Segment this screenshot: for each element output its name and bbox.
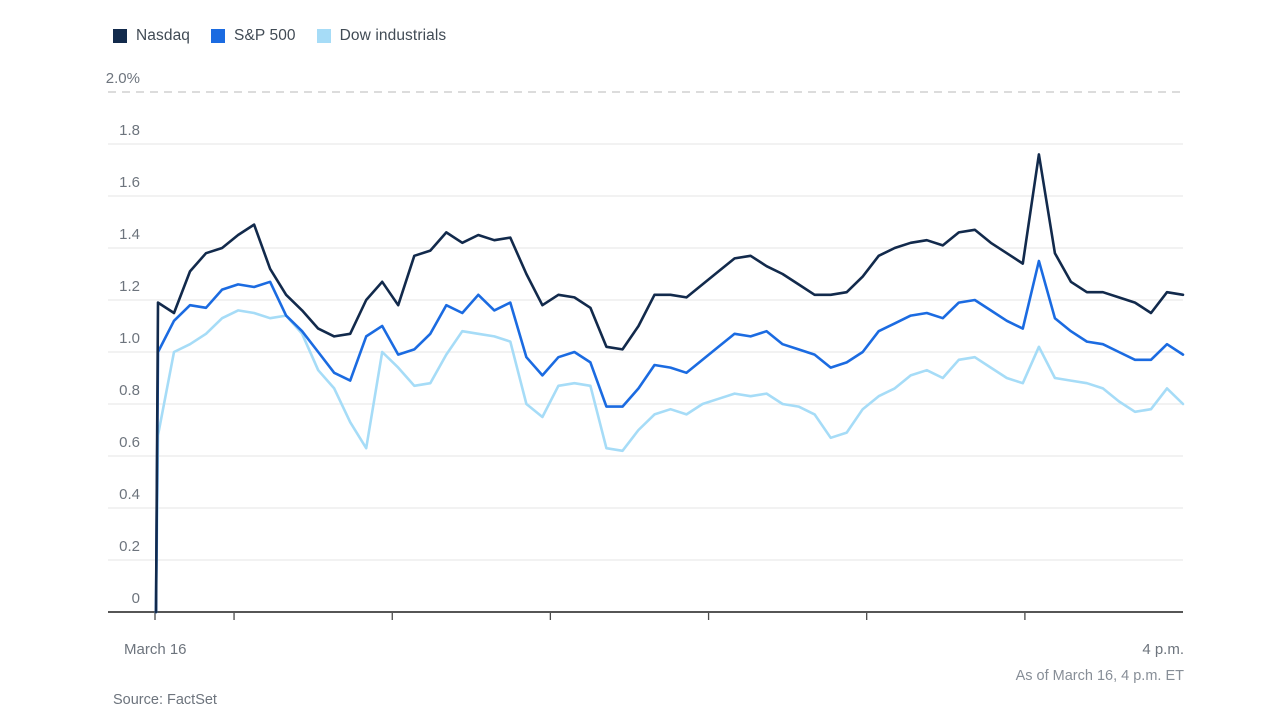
as-of-note: As of March 16, 4 p.m. ET bbox=[1015, 668, 1184, 684]
legend-item-dow: Dow industrials bbox=[316, 27, 447, 45]
y-axis-label: 0.4 bbox=[119, 486, 140, 503]
y-axis-label: 1.4 bbox=[119, 226, 140, 243]
sp500-line bbox=[154, 259, 1185, 614]
dow-legend-swatch-icon bbox=[316, 29, 331, 43]
source-note: Source: FactSet bbox=[113, 692, 217, 708]
y-axis-label: 0.6 bbox=[119, 434, 140, 451]
y-axis-label: 1.8 bbox=[119, 122, 140, 139]
legend-item-nasdaq: Nasdaq bbox=[113, 27, 190, 45]
nasdaq-legend-label: Nasdaq bbox=[136, 27, 191, 44]
y-axis-label: 1.2 bbox=[119, 278, 140, 295]
sp500-legend-swatch-icon bbox=[211, 29, 226, 43]
nasdaq-legend-swatch-icon bbox=[113, 29, 127, 43]
y-axis-label: 0.2 bbox=[119, 538, 140, 555]
x-axis-label-end: 4 p.m. bbox=[1142, 641, 1184, 658]
dow-line bbox=[154, 309, 1185, 614]
y-axis-label: 0.8 bbox=[119, 382, 140, 399]
legend: Nasdaq S&P 500 Dow industrials bbox=[113, 27, 446, 45]
y-axis-label: 0 bbox=[131, 590, 140, 607]
sp500-legend-label: S&P 500 bbox=[234, 27, 296, 44]
legend-item-sp500: S&P 500 bbox=[211, 27, 296, 45]
dow-legend-label: Dow industrials bbox=[339, 27, 447, 44]
nasdaq-line bbox=[154, 153, 1185, 614]
x-axis-label-start: March 16 bbox=[124, 641, 187, 658]
y-axis-label: 1.0 bbox=[119, 330, 140, 347]
y-axis-label: 1.6 bbox=[119, 174, 140, 191]
y-axis-label: 2.0% bbox=[105, 70, 140, 87]
